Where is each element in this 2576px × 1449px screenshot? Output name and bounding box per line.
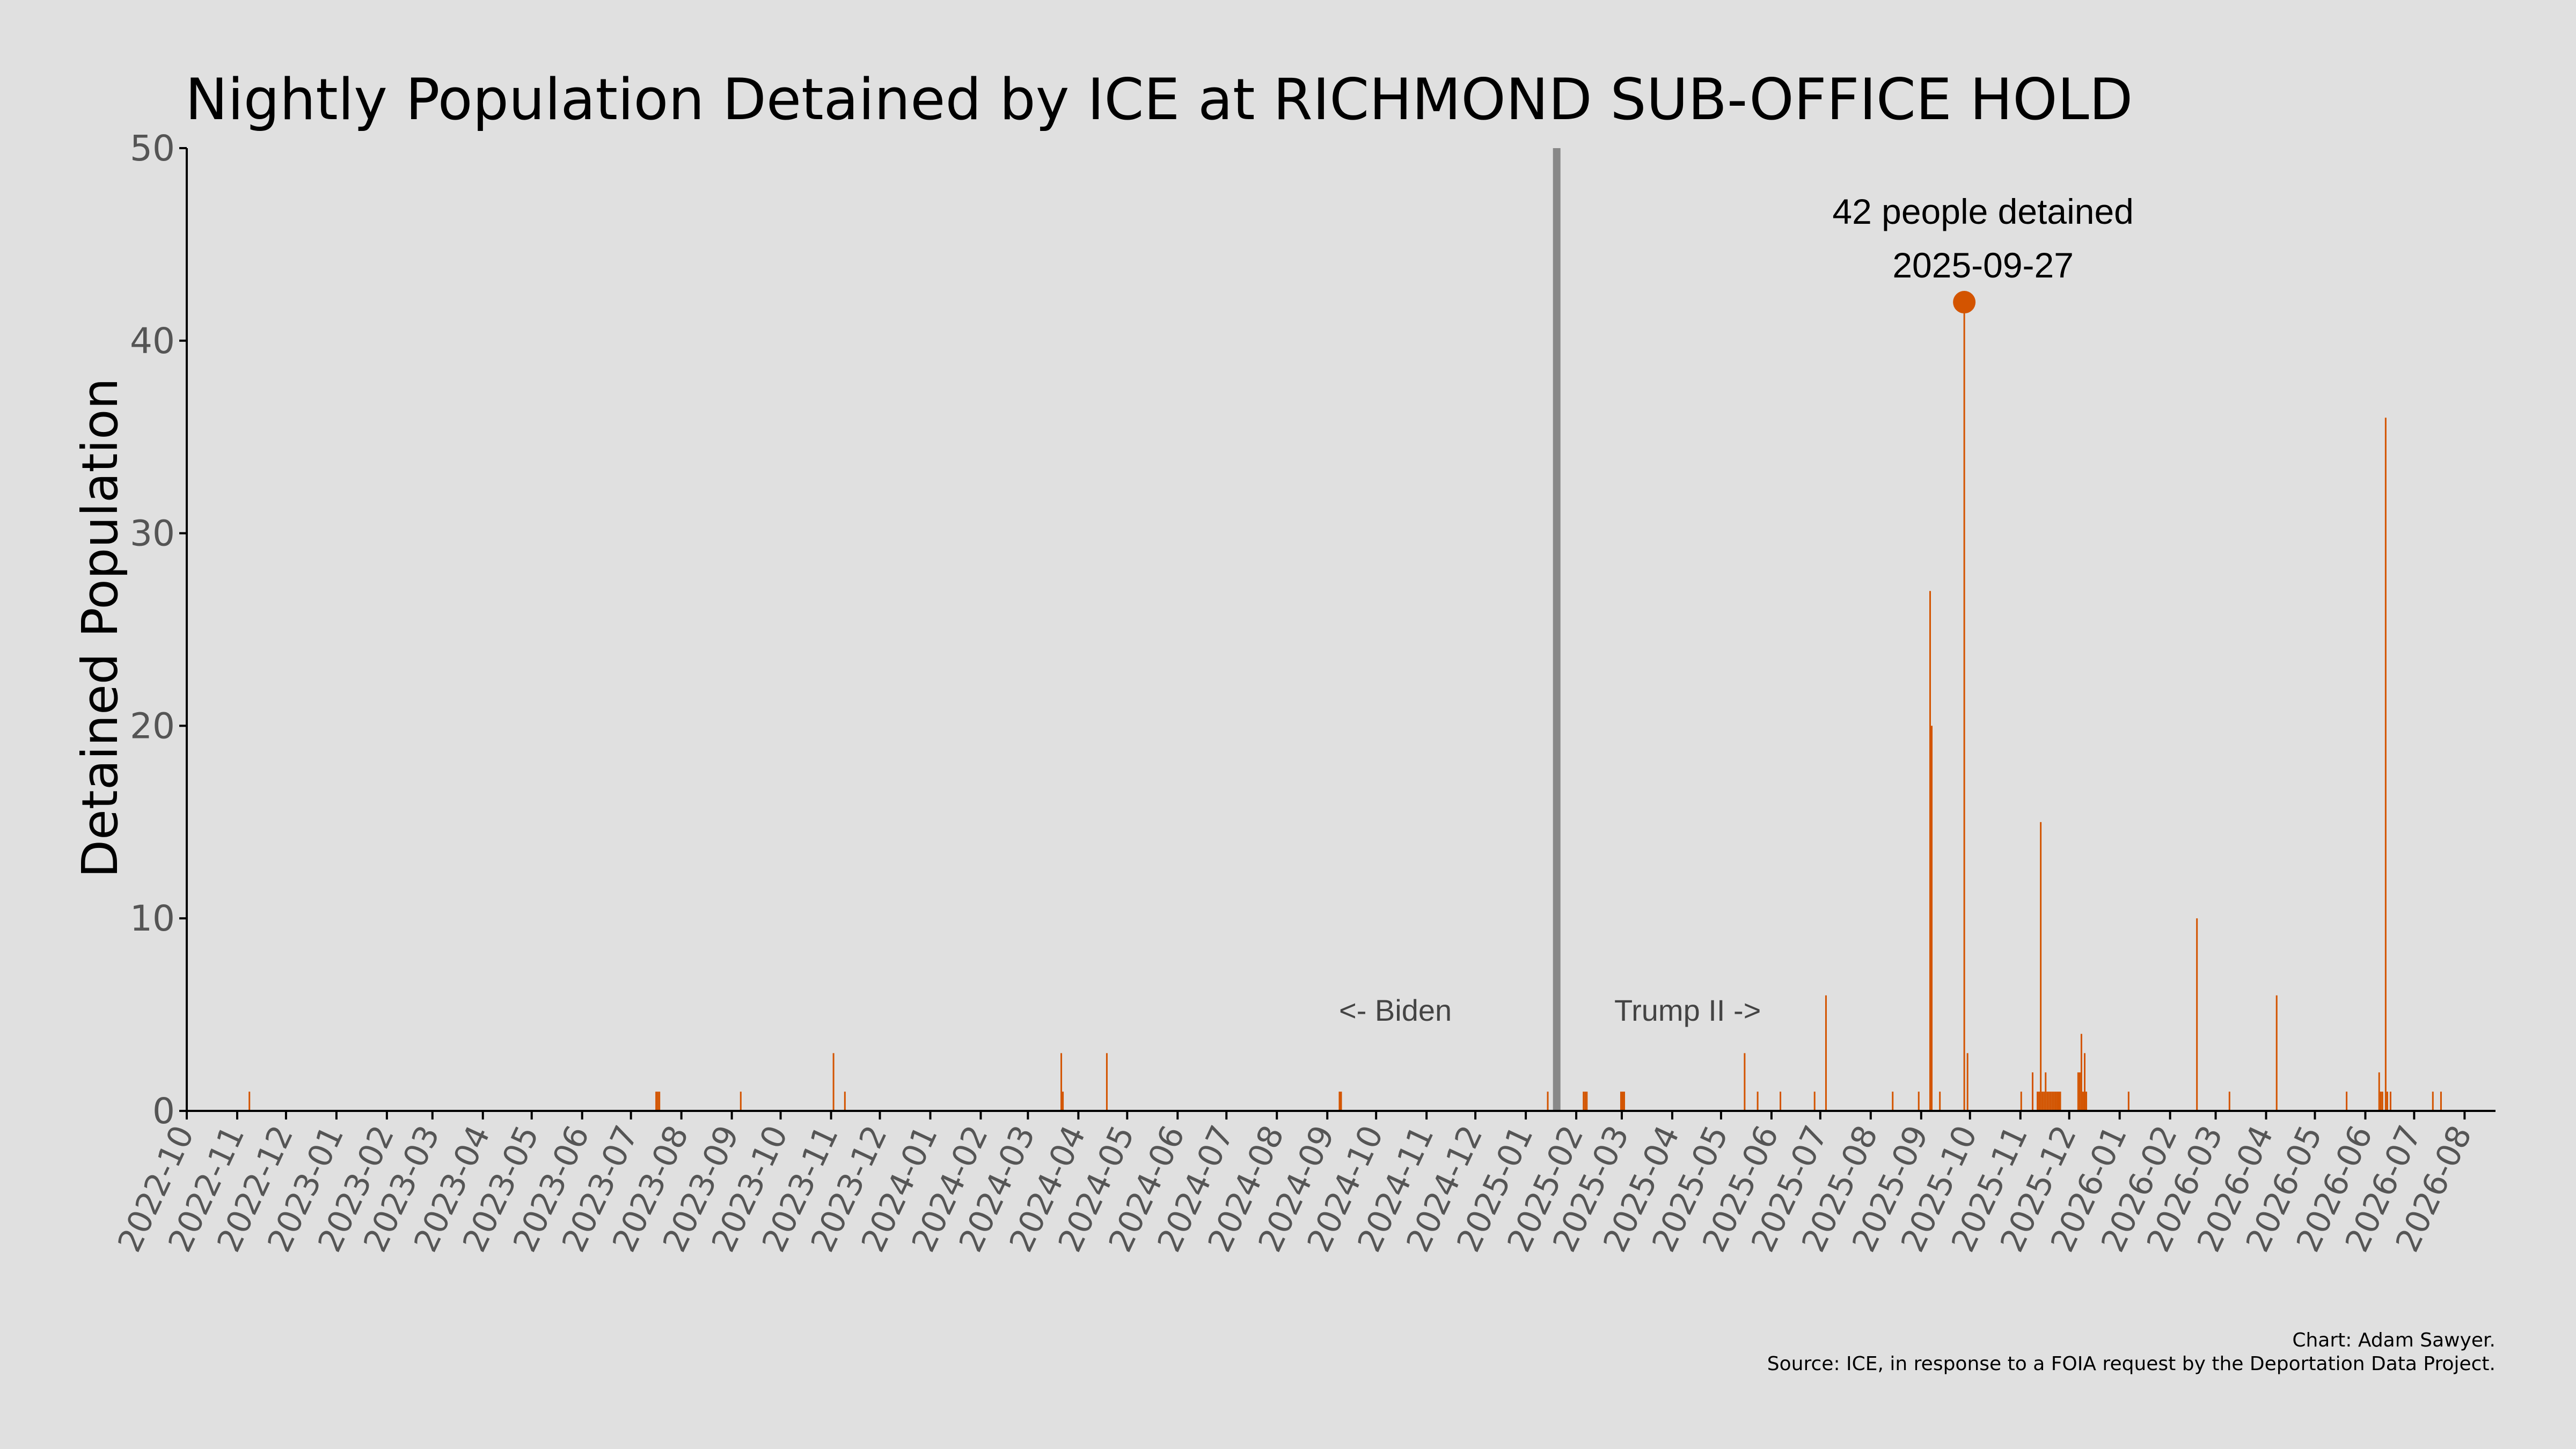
bar xyxy=(2079,1072,2081,1111)
bar xyxy=(2386,1092,2388,1111)
bar xyxy=(1966,1053,1968,1111)
bar xyxy=(1744,1053,1746,1111)
bar xyxy=(2228,1092,2230,1111)
bar xyxy=(1584,1092,1586,1111)
y-tick-label: 30 xyxy=(130,513,175,554)
bar xyxy=(2046,1092,2048,1111)
bar xyxy=(844,1092,846,1111)
bar xyxy=(2056,1092,2058,1111)
bar xyxy=(2384,418,2387,1111)
era-label-before: <- Biden xyxy=(1339,993,1452,1027)
bar xyxy=(2440,1092,2442,1111)
bar xyxy=(2389,1092,2391,1111)
bar xyxy=(2346,1092,2348,1111)
bar xyxy=(1929,591,1931,1111)
bar xyxy=(2031,1072,2033,1111)
bar xyxy=(2275,995,2278,1111)
y-ticks: 0 10 20 30 40 50 xyxy=(130,128,187,1132)
bar xyxy=(2040,822,2042,1111)
bar xyxy=(655,1092,657,1111)
bar xyxy=(2378,1072,2380,1111)
bar xyxy=(2380,1092,2382,1111)
bar xyxy=(1780,1092,1782,1111)
y-tick-label: 40 xyxy=(130,320,175,362)
bar xyxy=(2082,1092,2084,1111)
bar xyxy=(1963,302,1965,1111)
bar xyxy=(1062,1092,1064,1111)
axes xyxy=(186,148,2496,1112)
bar xyxy=(2051,1092,2053,1111)
y-axis-label: Detained Population xyxy=(71,378,129,877)
y-tick-label: 50 xyxy=(130,128,175,169)
bar xyxy=(1338,1092,1341,1111)
peak-marker xyxy=(1953,291,1976,314)
bar xyxy=(2043,1092,2045,1111)
y-tick-label: 0 xyxy=(152,1091,175,1132)
bar xyxy=(1586,1092,1588,1111)
bar xyxy=(2053,1092,2055,1111)
bar xyxy=(1892,1092,1894,1111)
bar xyxy=(2432,1092,2434,1111)
bar xyxy=(1106,1053,1108,1111)
bar xyxy=(1918,1092,1920,1111)
bar xyxy=(1623,1092,1626,1111)
bar xyxy=(658,1092,661,1111)
peak-label-count: 42 people detained xyxy=(1832,192,2134,231)
bar xyxy=(1931,726,1933,1111)
bar xyxy=(2020,1092,2022,1111)
bar xyxy=(1757,1092,1759,1111)
chart-credit: Chart: Adam Sawyer. xyxy=(2292,1329,2496,1351)
bar xyxy=(2041,1092,2044,1111)
bars xyxy=(248,302,2442,1111)
peak-label-date: 2025-09-27 xyxy=(1892,245,2074,285)
bar xyxy=(2381,1092,2383,1111)
bar xyxy=(1620,1092,1622,1111)
y-tick-label: 20 xyxy=(130,705,175,747)
bar xyxy=(832,1053,835,1111)
bar xyxy=(1547,1092,1549,1111)
bar xyxy=(2058,1092,2060,1111)
era-label-after: Trump II -> xyxy=(1614,993,1761,1027)
bar xyxy=(1939,1092,1941,1111)
bar xyxy=(1060,1053,1063,1111)
bar xyxy=(1583,1092,1585,1111)
bar xyxy=(2085,1092,2088,1111)
y-tick-label: 10 xyxy=(130,898,175,939)
bar xyxy=(2054,1092,2057,1111)
bar xyxy=(1340,1092,1342,1111)
chart-source: Source: ICE, in response to a FOIA reque… xyxy=(1767,1353,2496,1375)
bar xyxy=(2077,1072,2079,1111)
bar xyxy=(2038,1092,2040,1111)
bar xyxy=(2048,1092,2050,1111)
bar xyxy=(740,1092,742,1111)
bar xyxy=(2127,1092,2129,1111)
chart-title: Nightly Population Detained by ICE at RI… xyxy=(185,67,2133,133)
bar xyxy=(2196,918,2198,1111)
bar xyxy=(1621,1092,1623,1111)
bar xyxy=(2050,1092,2052,1111)
bar xyxy=(2037,1092,2039,1111)
bar xyxy=(2083,1053,2085,1111)
bar xyxy=(2059,1092,2061,1111)
bar xyxy=(1813,1092,1816,1111)
bar xyxy=(2045,1072,2047,1111)
bar xyxy=(1825,995,1827,1111)
bar xyxy=(2080,1034,2082,1111)
bar xyxy=(657,1092,659,1111)
bar xyxy=(248,1092,251,1111)
